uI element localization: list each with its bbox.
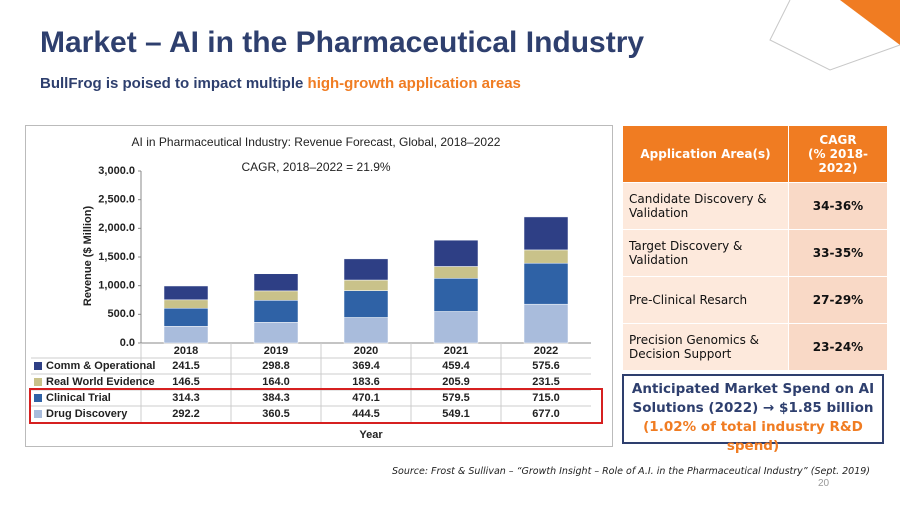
- page-number: 20: [818, 478, 830, 489]
- legend-label: Real World Evidence: [46, 376, 155, 388]
- bar-segment: [343, 290, 389, 318]
- subtitle-highlight: high-growth application areas: [307, 75, 521, 92]
- legend-swatch: [34, 410, 42, 418]
- legend-label: Clinical Trial: [46, 392, 111, 404]
- bar-segment: [163, 325, 209, 344]
- slide-title: Market – AI in the Pharmaceutical Indust…: [40, 26, 645, 59]
- legend-swatch: [34, 362, 42, 370]
- table-row: Precision Genomics & Decision Support 23-…: [622, 323, 888, 371]
- legend-swatch: [34, 378, 42, 386]
- bar-segment: [523, 262, 569, 305]
- table-row: Pre-Clinical Resarch 27-29%: [622, 276, 888, 324]
- data-label: 677.0: [532, 408, 560, 420]
- bar-segment: [163, 299, 209, 309]
- callout-line: Anticipated Market Spend on AI Solutions…: [631, 381, 875, 416]
- data-label: 549.1: [442, 408, 470, 420]
- bar-segment: [253, 290, 299, 301]
- data-label: 241.5: [172, 360, 200, 372]
- bar-segment: [523, 303, 569, 344]
- y-tick-label: 2,500.0: [98, 194, 135, 206]
- x-tick-label: 2022: [534, 345, 558, 357]
- data-label: 164.0: [262, 376, 290, 388]
- bar-segment: [253, 300, 299, 323]
- data-label: 183.6: [352, 376, 380, 388]
- y-tick-label: 1,500.0: [98, 251, 135, 263]
- table-cell: 34-36%: [788, 182, 888, 230]
- data-label: 360.5: [262, 408, 290, 420]
- table-row: Target Discovery & Validation 33-35%: [622, 229, 888, 277]
- bar-segment: [343, 258, 389, 281]
- data-label: 575.6: [532, 360, 560, 372]
- legend-swatch: [34, 394, 42, 402]
- subtitle-lead: BullFrog is poised to impact multiple: [40, 75, 304, 92]
- bar-segment: [343, 279, 389, 291]
- chart: AI in Pharmaceutical Industry: Revenue F…: [29, 135, 603, 441]
- data-label: 292.2: [172, 408, 200, 420]
- highlight-box: [29, 388, 603, 424]
- callout-line: (1.02% of total industry R&D spend): [643, 419, 863, 454]
- legend-label: Comm & Operational: [46, 360, 155, 372]
- header-row: Application Area(s) CAGR (% 2018-2022): [622, 125, 888, 183]
- table-cell: 23-24%: [788, 323, 888, 371]
- bar-segment: [433, 311, 479, 344]
- bar-segment: [163, 307, 209, 327]
- data-label: 314.3: [172, 392, 200, 404]
- table-cell: 33-35%: [788, 229, 888, 277]
- table-cell: Pre-Clinical Resarch: [622, 276, 789, 324]
- data-label: 231.5: [532, 376, 560, 388]
- source-note: Source: Frost & Sullivan – “Growth Insig…: [391, 466, 870, 477]
- header-cell: CAGR (% 2018-2022): [788, 125, 888, 183]
- data-label: 205.9: [442, 376, 470, 388]
- bar-segment: [433, 266, 479, 279]
- y-tick-label: 1,000.0: [98, 280, 135, 292]
- y-tick-label: 0.0: [120, 337, 135, 349]
- y-tick-label: 500.0: [107, 308, 135, 320]
- callout: Anticipated Market Spend on AI Solutions…: [622, 374, 884, 454]
- x-tick-label: 2021: [444, 345, 468, 357]
- bar-segment: [253, 322, 299, 344]
- chart-panel: AI in Pharmaceutical Industry: Revenue F…: [25, 125, 613, 447]
- bar-segment: [433, 278, 479, 312]
- bar-segment: [343, 317, 389, 344]
- data-label: 146.5: [172, 376, 200, 388]
- bar-segment: [523, 249, 569, 264]
- y-axis-label: Revenue ($ Million): [82, 206, 94, 307]
- chart-subtitle: CAGR, 2018–2022 = 21.9%: [241, 160, 390, 174]
- data-label: 298.8: [262, 360, 290, 372]
- table-cell: Target Discovery & Validation: [622, 229, 789, 277]
- application-table: Application Area(s) CAGR (% 2018-2022) Can…: [622, 125, 888, 371]
- header-cell: Application Area(s): [622, 125, 789, 183]
- x-axis-label: Year: [359, 429, 383, 441]
- bar-segment: [253, 273, 299, 292]
- x-tick-label: 2018: [174, 345, 198, 357]
- table-cell: 27-29%: [788, 276, 888, 324]
- bar-segment: [163, 285, 209, 301]
- data-label: 715.0: [532, 392, 560, 404]
- table-cell: Precision Genomics & Decision Support: [622, 323, 789, 371]
- bar-segment: [523, 216, 569, 251]
- data-label: 444.5: [352, 408, 380, 420]
- bar-segment: [433, 239, 479, 267]
- x-tick-label: 2019: [264, 345, 288, 357]
- x-tick-label: 2020: [354, 345, 378, 357]
- y-tick-label: 3,000.0: [98, 165, 135, 177]
- table-row: Candidate Discovery & Validation 34-36%: [622, 182, 888, 230]
- y-tick-label: 2,000.0: [98, 222, 135, 234]
- legend-label: Drug Discovery: [46, 408, 128, 420]
- slide-subtitle: BullFrog is poised to impact multiple hi…: [40, 75, 521, 92]
- data-label: 459.4: [442, 360, 470, 372]
- data-label: 470.1: [352, 392, 380, 404]
- chart-title: AI in Pharmaceutical Industry: Revenue F…: [132, 135, 501, 149]
- data-label: 369.4: [352, 360, 380, 372]
- data-label: 384.3: [262, 392, 290, 404]
- data-label: 579.5: [442, 392, 470, 404]
- table-cell: Candidate Discovery & Validation: [622, 182, 789, 230]
